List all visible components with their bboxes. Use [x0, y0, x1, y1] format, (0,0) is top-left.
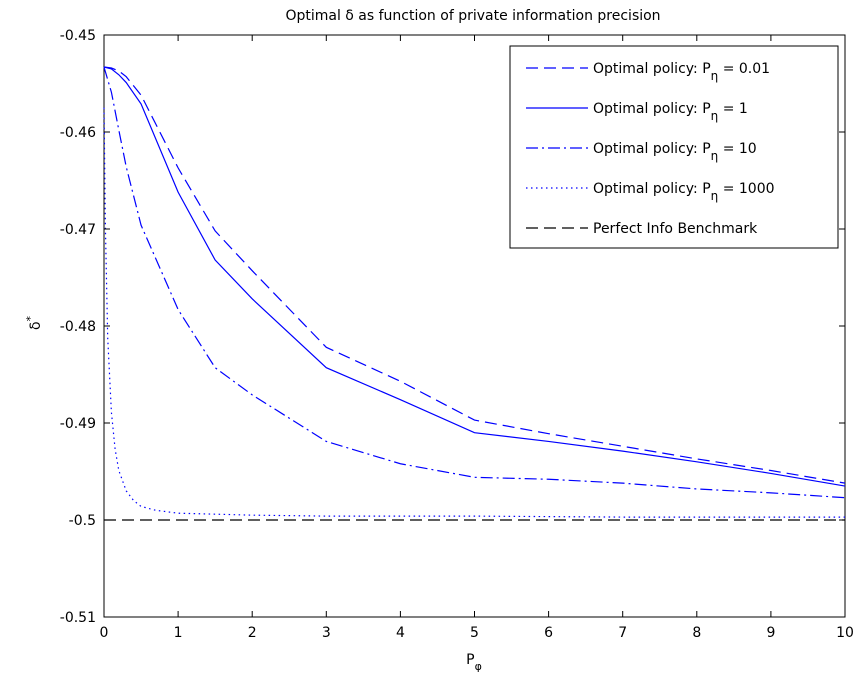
legend-label-main: Perfect Info Benchmark [593, 221, 758, 237]
series-line-2 [103, 66, 846, 499]
legend-label-sub: η [711, 189, 719, 203]
x-tick-label: 5 [470, 625, 479, 641]
legend-label-sub: η [711, 69, 719, 83]
legend-label-value: = 1 [718, 101, 748, 117]
y-axis-label-sup: * [24, 315, 37, 321]
legend-label-main: Optimal policy: P [593, 181, 711, 197]
legend-label-main: Optimal policy: P [593, 101, 711, 117]
y-tick-label: -0.45 [60, 28, 96, 44]
x-tick-label: 1 [174, 625, 183, 641]
legend-label-sub: η [711, 149, 719, 163]
y-tick-label: -0.48 [60, 319, 96, 335]
x-tick-label: 9 [766, 625, 775, 641]
legend-label-main: Optimal policy: P [593, 141, 711, 157]
legend-label-3: Optimal policy: Pη = 1000 [593, 181, 775, 203]
legend-label-sub: η [711, 109, 719, 123]
y-tick-label: -0.51 [60, 610, 96, 626]
y-tick-label: -0.46 [60, 125, 96, 141]
legend-label-2: Optimal policy: Pη = 10 [593, 141, 757, 163]
y-tick-label: -0.47 [60, 222, 96, 238]
series-line-1 [103, 66, 846, 487]
legend-box [509, 45, 839, 249]
x-tick-label: 10 [836, 625, 854, 641]
x-axis-label-sub: φ [475, 660, 482, 673]
x-tick-label: 0 [100, 625, 109, 641]
x-tick-label: 8 [692, 625, 701, 641]
y-axis: -0.45 -0.46 -0.47 -0.48 -0.49 -0.5 -0.51 [60, 28, 845, 626]
series-line-0 [103, 66, 846, 484]
legend-label-main: Optimal policy: P [593, 61, 711, 77]
x-tick-label: 7 [618, 625, 627, 641]
y-tick-label: -0.5 [69, 513, 96, 529]
legend-label-1: Optimal policy: Pη = 1 [593, 101, 748, 123]
legend-label-0: Optimal policy: Pη = 0.01 [593, 61, 770, 83]
x-tick-label: 6 [544, 625, 553, 641]
x-tick-label: 3 [322, 625, 331, 641]
y-axis-label: δ* [24, 315, 44, 330]
legend-label-value: = 10 [718, 141, 756, 157]
legend-label-value: = 0.01 [718, 61, 770, 77]
y-tick-label: -0.49 [60, 416, 96, 432]
chart-title: Optimal δ as function of private informa… [285, 8, 660, 24]
x-tick-label: 4 [396, 625, 405, 641]
y-axis-label-main: δ [28, 321, 44, 330]
x-axis-label: Pφ [466, 652, 482, 673]
x-axis-label-main: P [466, 652, 474, 668]
legend-label-4: Perfect Info Benchmark [593, 221, 758, 237]
x-tick-label: 2 [248, 625, 257, 641]
legend-label-value: = 1000 [718, 181, 774, 197]
x-axis: 0 1 2 3 4 5 6 7 8 9 10 [100, 35, 854, 641]
